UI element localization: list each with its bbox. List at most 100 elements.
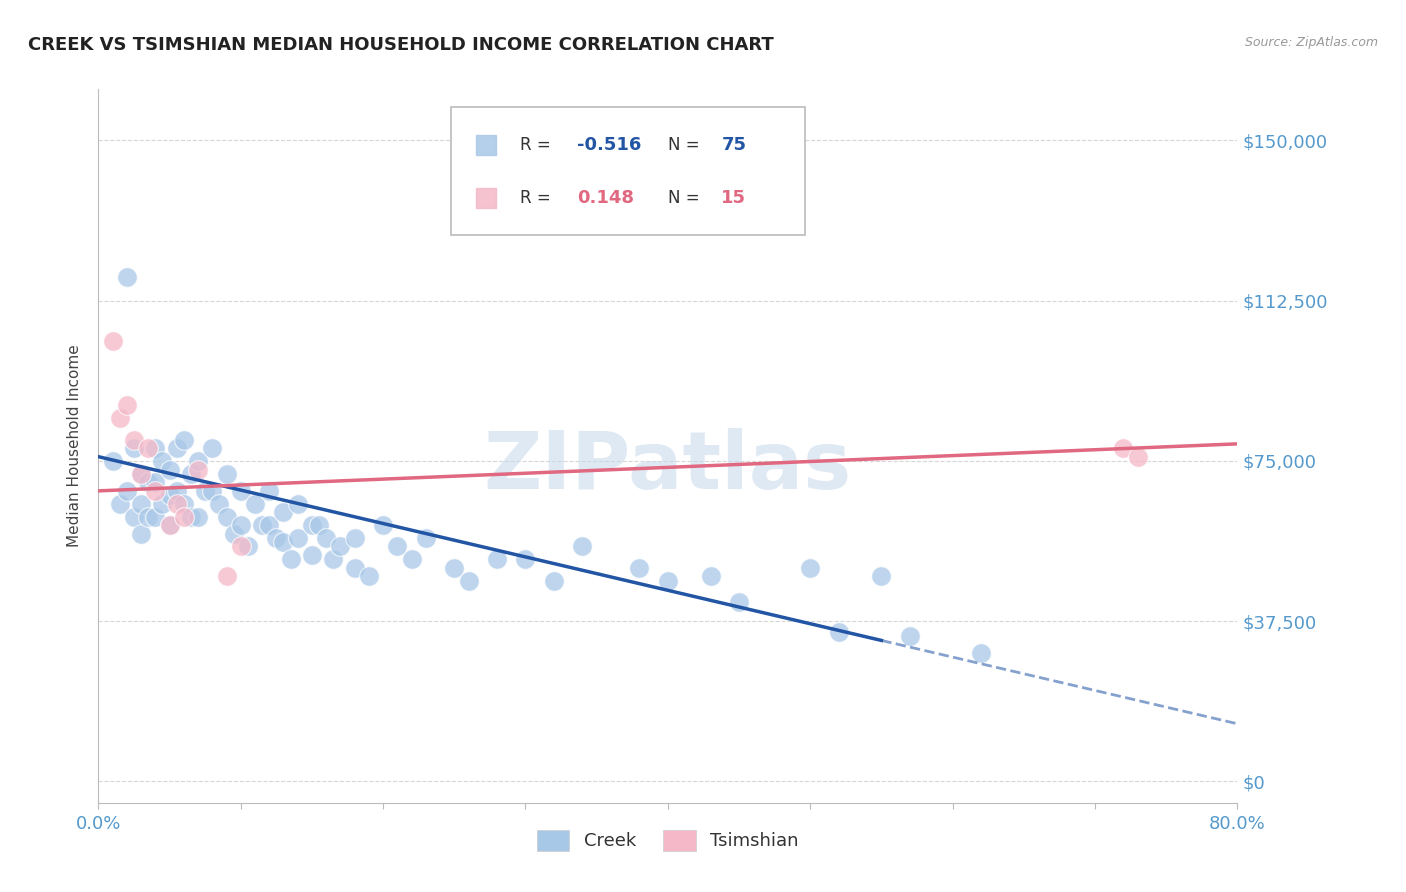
Text: 15: 15 (721, 189, 747, 207)
Point (145, 509, 167, 524)
Point (799, 561, 821, 575)
Point (136, 441, 159, 455)
Point (373, 518, 395, 533)
Point (301, 518, 323, 533)
Point (287, 531, 309, 545)
Text: R =: R = (520, 136, 555, 153)
Point (145, 483, 167, 498)
Point (187, 509, 209, 524)
Point (259, 483, 281, 498)
Text: N =: N = (668, 189, 704, 207)
Point (343, 561, 366, 575)
Point (101, 334, 124, 349)
Point (136, 509, 159, 524)
Point (201, 483, 224, 498)
Point (152, 454, 174, 468)
Point (236, 540, 259, 554)
Y-axis label: Median Household Income: Median Household Income (67, 344, 83, 548)
Text: 75: 75 (721, 136, 747, 153)
Point (728, 595, 751, 609)
Point (259, 518, 281, 533)
Point (699, 569, 721, 583)
Point (443, 561, 465, 575)
Point (273, 535, 295, 549)
Point (173, 497, 195, 511)
Point (486, 552, 509, 566)
Legend: Creek, Tsimshian: Creek, Tsimshian (530, 822, 806, 858)
Text: CREEK VS TSIMSHIAN MEDIAN HOUSEHOLD INCOME CORRELATION CHART: CREEK VS TSIMSHIAN MEDIAN HOUSEHOLD INCO… (28, 36, 773, 54)
Point (159, 518, 181, 533)
Point (1126, 450, 1149, 464)
Text: 0.148: 0.148 (576, 189, 634, 207)
Point (308, 518, 330, 533)
Point (194, 483, 217, 498)
Point (287, 497, 309, 511)
Point (215, 509, 238, 524)
Point (145, 475, 167, 490)
Point (657, 574, 679, 588)
Point (457, 574, 479, 588)
Point (828, 624, 851, 639)
Point (222, 526, 245, 541)
Point (266, 531, 288, 545)
Point (208, 497, 231, 511)
Point (229, 518, 252, 533)
Point (187, 462, 209, 476)
Point (571, 540, 593, 554)
Point (401, 552, 423, 566)
Point (543, 574, 565, 588)
Point (415, 531, 437, 545)
Text: ZIPatlas: ZIPatlas (484, 428, 852, 507)
Point (322, 552, 344, 566)
Point (173, 433, 195, 447)
Point (159, 488, 181, 502)
Point (115, 398, 138, 412)
Point (315, 531, 337, 545)
Point (166, 441, 188, 455)
Point (243, 497, 266, 511)
Text: Source: ZipAtlas.com: Source: ZipAtlas.com (1244, 36, 1378, 49)
Point (122, 433, 145, 447)
Point (166, 483, 188, 498)
Text: -0.516: -0.516 (576, 136, 641, 153)
Point (101, 454, 124, 468)
Point (301, 548, 323, 562)
Text: R =: R = (520, 189, 555, 207)
Point (129, 526, 152, 541)
Point (159, 518, 181, 533)
Point (129, 497, 152, 511)
Point (122, 441, 145, 455)
Point (387, 540, 409, 554)
Point (129, 467, 152, 481)
Point (201, 441, 224, 455)
Point (152, 497, 174, 511)
Point (343, 531, 366, 545)
Point (628, 561, 651, 575)
Point (173, 509, 195, 524)
Point (115, 270, 138, 285)
Point (229, 540, 252, 554)
Point (229, 483, 252, 498)
Point (180, 509, 202, 524)
Point (273, 505, 295, 519)
Point (187, 454, 209, 468)
Point (166, 497, 188, 511)
Point (970, 646, 993, 660)
Point (870, 569, 893, 583)
Point (280, 552, 302, 566)
Point (108, 411, 131, 425)
Point (329, 540, 352, 554)
Point (180, 467, 202, 481)
Point (250, 518, 273, 533)
Point (898, 629, 921, 643)
Point (215, 569, 238, 583)
Point (1112, 441, 1135, 455)
FancyBboxPatch shape (451, 107, 804, 235)
Point (357, 569, 380, 583)
Point (145, 441, 167, 455)
Point (515, 552, 537, 566)
Point (136, 475, 159, 490)
Point (122, 509, 145, 524)
Point (159, 462, 181, 476)
Point (115, 483, 138, 498)
